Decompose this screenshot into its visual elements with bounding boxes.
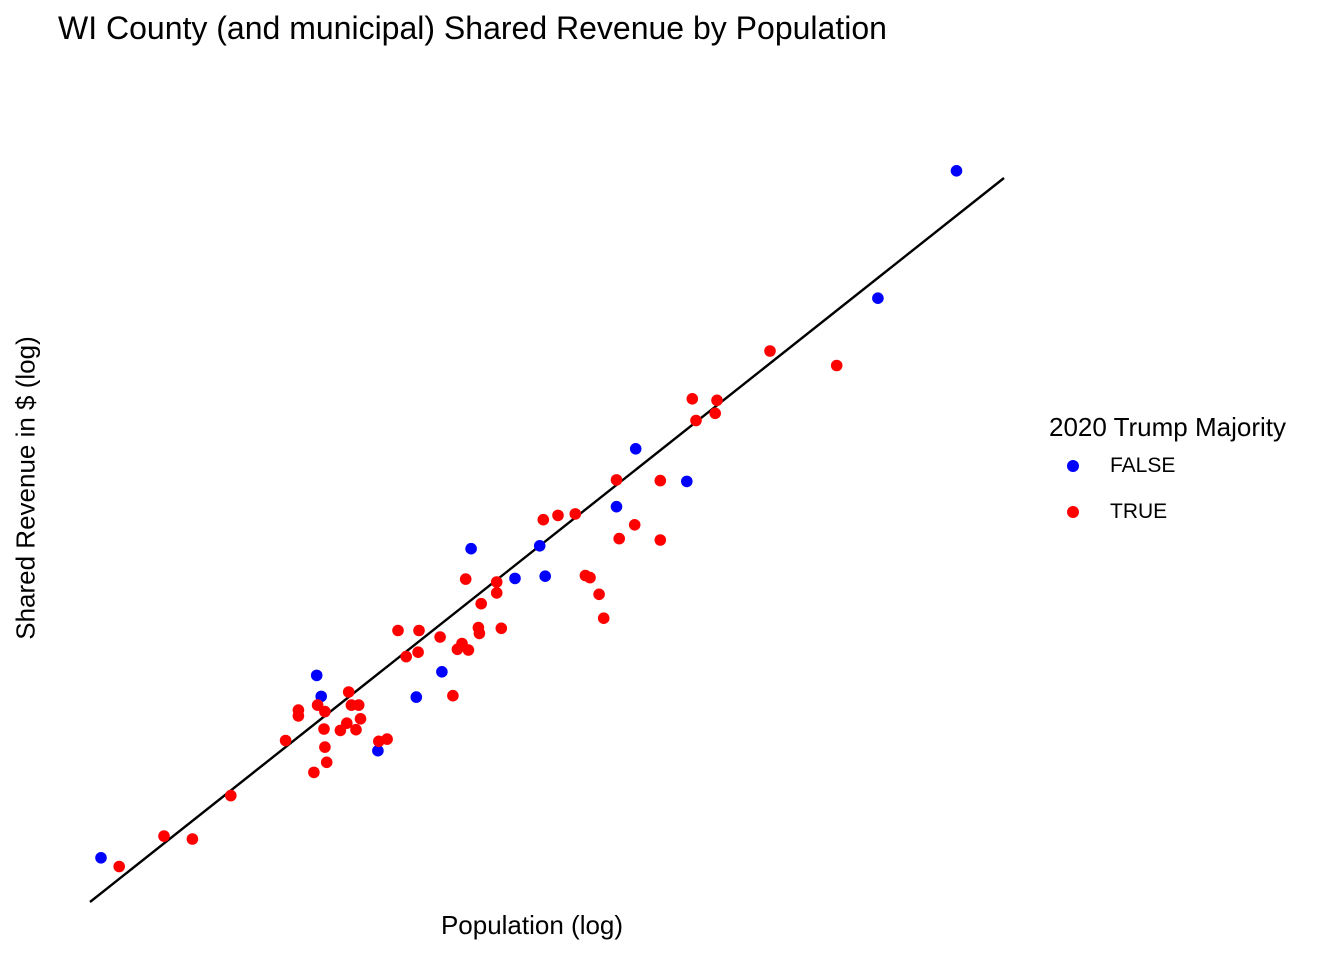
data-point-true [686, 393, 699, 405]
data-point-true [308, 766, 320, 779]
data-point-false [95, 852, 107, 864]
data-point-true [342, 686, 355, 698]
data-point-true [350, 723, 362, 736]
data-point-true [292, 704, 305, 716]
legend: 2020 Trump Majority FALSE TRUE [1049, 412, 1286, 535]
data-point-true [569, 508, 582, 520]
data-point-false [509, 572, 521, 585]
data-point-false [410, 691, 423, 703]
data-point-false [533, 540, 546, 552]
data-point-true [225, 789, 237, 802]
data-point-true [400, 650, 413, 663]
data-point-true [320, 756, 333, 769]
data-point-true [597, 612, 610, 624]
data-point-true [319, 741, 331, 753]
data-point-true [279, 734, 292, 747]
chart-title: WI County (and municipal) Shared Revenue… [58, 10, 887, 46]
data-point-true [709, 407, 721, 420]
data-point-false [610, 500, 623, 513]
data-point-false [950, 165, 963, 177]
data-point-true [537, 513, 550, 526]
data-point-true [413, 624, 425, 637]
data-point-true [690, 414, 702, 427]
data-point-true [490, 576, 503, 588]
data-point-true [412, 646, 424, 658]
x-axis-label: Population (log) [440, 910, 624, 940]
data-point-true [475, 597, 488, 610]
data-point-true [319, 705, 331, 718]
legend-key-true [1067, 506, 1079, 518]
data-point-false [872, 292, 884, 305]
data-point-true [354, 713, 367, 725]
trend-line [89, 177, 1005, 903]
data-point-true [381, 733, 393, 745]
data-point-true [711, 394, 723, 407]
data-point-true [764, 345, 776, 357]
data-point-true [495, 622, 508, 635]
data-point-true [654, 474, 667, 487]
data-point-true [473, 627, 486, 640]
data-point-true [613, 532, 625, 545]
data-point-true [552, 509, 564, 522]
legend-title: 2020 Trump Majority [1049, 412, 1286, 442]
data-point-true [158, 830, 170, 842]
data-point-false [629, 443, 642, 455]
y-axis-label: Shared Revenue in $ (log) [10, 336, 41, 640]
data-point-true [459, 573, 472, 585]
data-point-false [310, 669, 323, 682]
data-point-true [584, 571, 596, 584]
legend-label-false: FALSE [1110, 454, 1176, 477]
data-point-true [628, 519, 641, 531]
data-point-false [681, 475, 693, 488]
data-point-true [341, 717, 353, 729]
data-point-true [610, 474, 623, 486]
data-point-true [434, 631, 446, 643]
legend-entry-true: TRUE [1049, 489, 1286, 535]
data-point-true [462, 644, 475, 656]
data-point-false [315, 690, 328, 703]
data-point-false [372, 744, 384, 757]
data-point-true [447, 689, 459, 702]
data-point-false [436, 666, 448, 678]
legend-key-false [1067, 460, 1079, 472]
legend-entry-false: FALSE [1049, 443, 1286, 489]
data-point-true [593, 588, 605, 601]
data-point-true [352, 699, 365, 711]
data-point-false [539, 570, 551, 582]
data-point-true [490, 587, 503, 599]
data-point-true [186, 833, 199, 845]
scatter-plot [89, 165, 1005, 903]
data-point-true [654, 534, 667, 546]
data-point-true [392, 624, 404, 637]
data-point-true [113, 860, 125, 873]
legend-label-true: TRUE [1110, 500, 1168, 523]
data-point-true [318, 723, 330, 735]
data-point-true [830, 359, 843, 372]
data-point-false [465, 542, 477, 555]
